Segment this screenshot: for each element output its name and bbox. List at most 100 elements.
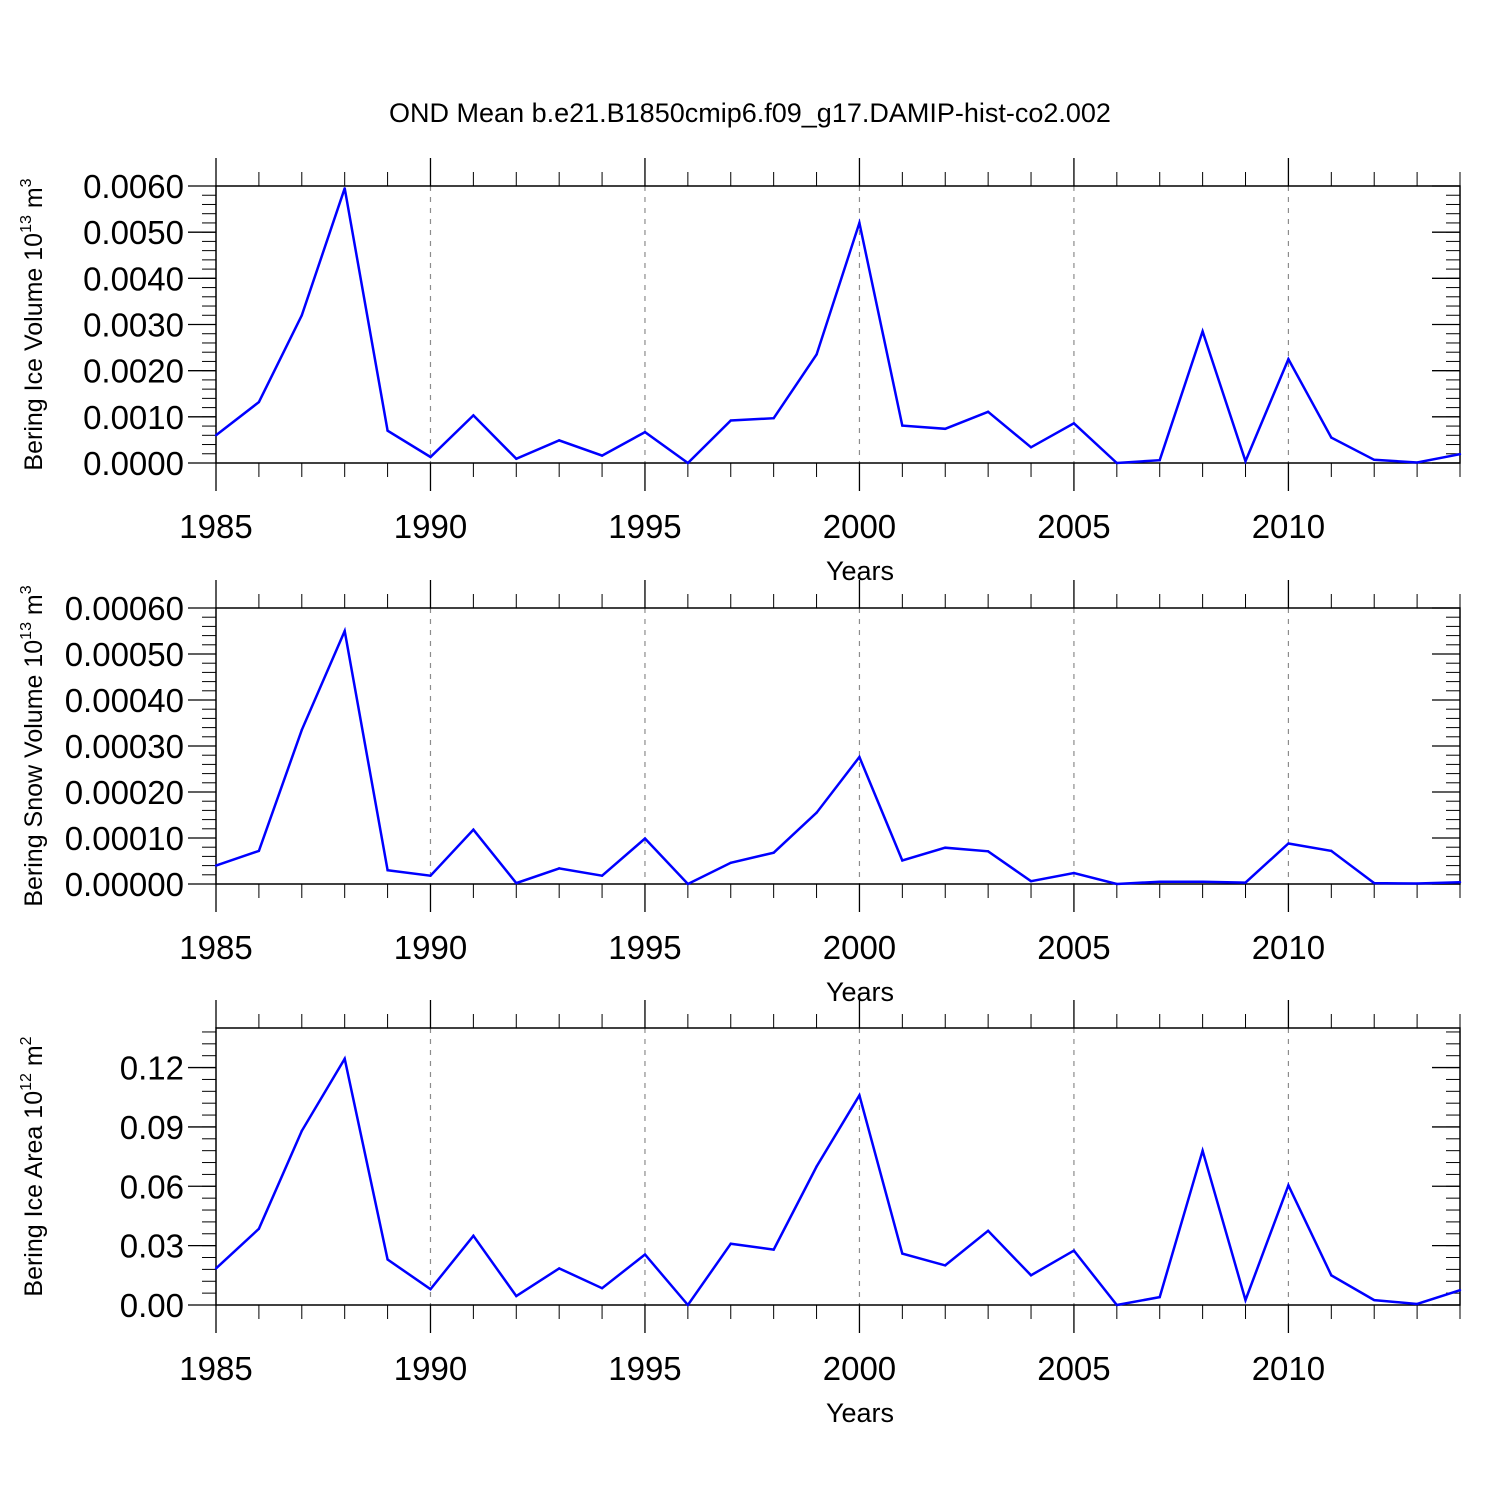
data-point bbox=[557, 867, 561, 870]
data-point bbox=[257, 1227, 261, 1231]
data-point bbox=[472, 828, 475, 831]
data-point bbox=[944, 427, 947, 431]
x-tick-label: 1985 bbox=[179, 508, 252, 545]
y-tick-label: 0.00030 bbox=[65, 728, 184, 765]
data-point bbox=[1458, 453, 1462, 456]
data-point bbox=[729, 1242, 732, 1245]
data-point bbox=[515, 881, 518, 885]
y-tick-label: 0.00000 bbox=[65, 866, 184, 903]
data-point bbox=[515, 457, 518, 461]
data-point bbox=[472, 414, 475, 417]
y-tick-label: 0.00040 bbox=[65, 682, 184, 719]
data-point bbox=[686, 1303, 690, 1307]
x-tick-label: 2000 bbox=[823, 929, 896, 966]
data-point bbox=[1373, 881, 1376, 885]
y-axis-title: Bering Snow Volume 1013 m3 bbox=[18, 585, 48, 906]
y-tick-label: 0.0010 bbox=[83, 399, 184, 436]
data-point bbox=[1415, 461, 1419, 464]
data-point bbox=[1158, 459, 1161, 462]
data-point bbox=[1029, 1274, 1033, 1277]
data-point bbox=[1158, 1295, 1161, 1299]
data-point bbox=[1115, 1303, 1119, 1307]
data-point bbox=[1330, 436, 1333, 439]
data-point bbox=[386, 869, 389, 872]
x-tick-label: 1985 bbox=[179, 1350, 252, 1387]
data-point bbox=[1244, 459, 1247, 463]
data-point bbox=[300, 1129, 303, 1133]
data-point bbox=[600, 874, 604, 877]
data-point bbox=[729, 861, 732, 865]
data-point bbox=[386, 1258, 389, 1261]
x-tick-label: 2000 bbox=[823, 508, 896, 545]
series-line bbox=[215, 626, 1461, 886]
data-point bbox=[772, 851, 775, 854]
x-tick-label: 1995 bbox=[608, 1350, 681, 1387]
data-point bbox=[901, 859, 904, 862]
data-point bbox=[643, 1253, 647, 1256]
data-point bbox=[214, 864, 218, 867]
data-point bbox=[472, 1234, 475, 1237]
data-point bbox=[429, 874, 432, 877]
x-tick-label: 2010 bbox=[1252, 1350, 1325, 1387]
data-point bbox=[343, 187, 346, 190]
data-point bbox=[815, 811, 818, 814]
data-point bbox=[643, 837, 647, 840]
y-tick-label: 0.00 bbox=[120, 1287, 184, 1324]
data-point bbox=[686, 461, 690, 465]
x-axis-title: Years bbox=[826, 1398, 894, 1428]
data-point bbox=[300, 728, 303, 732]
data-point bbox=[1244, 881, 1247, 884]
data-point bbox=[944, 846, 947, 849]
x-tick-label: 1990 bbox=[394, 1350, 467, 1387]
data-point bbox=[343, 629, 346, 633]
data-point bbox=[557, 439, 561, 442]
data-point bbox=[257, 400, 261, 404]
data-point bbox=[815, 1165, 818, 1168]
x-tick-label: 2005 bbox=[1037, 508, 1110, 545]
data-point bbox=[1201, 330, 1204, 333]
x-tick-label: 1990 bbox=[394, 929, 467, 966]
data-point bbox=[429, 1287, 432, 1291]
data-point bbox=[1115, 461, 1119, 465]
data-point bbox=[858, 1094, 861, 1097]
data-point bbox=[1415, 882, 1419, 885]
y-tick-label: 0.00050 bbox=[65, 636, 184, 673]
series-line bbox=[215, 1055, 1461, 1308]
data-point bbox=[1072, 871, 1076, 875]
data-point bbox=[257, 849, 261, 853]
y-tick-label: 0.0050 bbox=[83, 214, 184, 251]
data-point bbox=[1415, 1302, 1419, 1306]
y-tick-label: 0.0060 bbox=[83, 168, 184, 205]
data-point bbox=[986, 1229, 990, 1233]
data-point bbox=[1115, 882, 1119, 886]
data-point bbox=[1029, 880, 1033, 883]
data-point bbox=[643, 430, 647, 434]
x-tick-label: 1985 bbox=[179, 929, 252, 966]
panel-1: 0.0000 0.0010 0.0020 0.0030 0.0040 0.0050 0.00… bbox=[18, 158, 1462, 586]
data-point bbox=[600, 1286, 604, 1290]
plot-frame bbox=[215, 185, 1461, 464]
data-point bbox=[600, 454, 604, 457]
data-point bbox=[986, 410, 990, 413]
data-point bbox=[429, 455, 432, 459]
y-tick-label: 0.0020 bbox=[83, 353, 184, 390]
x-tick-label: 2005 bbox=[1037, 929, 1110, 966]
data-point bbox=[386, 429, 389, 432]
data-point bbox=[214, 1267, 218, 1270]
y-axis-title: Bering Ice Area 1012 m2 bbox=[18, 1036, 48, 1296]
data-point bbox=[557, 1267, 561, 1270]
x-tick-label: 2005 bbox=[1037, 1350, 1110, 1387]
data-point bbox=[729, 419, 732, 422]
x-tick-label: 1995 bbox=[608, 929, 681, 966]
data-point bbox=[1458, 880, 1462, 884]
y-tick-label: 0.0030 bbox=[83, 307, 184, 344]
data-point bbox=[1029, 446, 1033, 449]
data-point bbox=[1072, 1249, 1076, 1252]
plot-frame bbox=[215, 1027, 1461, 1306]
data-point bbox=[1244, 1298, 1247, 1302]
data-point bbox=[1287, 357, 1290, 361]
data-point bbox=[1287, 1184, 1290, 1187]
data-point bbox=[1287, 842, 1290, 845]
series-line bbox=[215, 187, 1461, 465]
